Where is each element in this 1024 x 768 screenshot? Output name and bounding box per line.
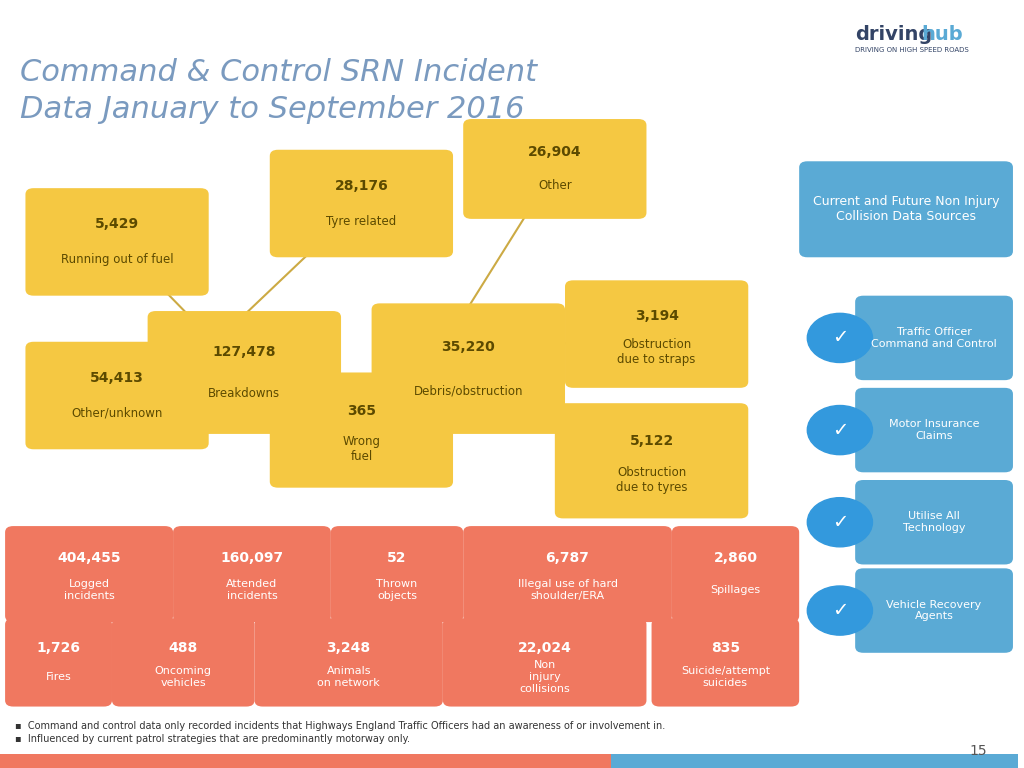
- FancyBboxPatch shape: [147, 311, 341, 434]
- Text: Thrown
objects: Thrown objects: [377, 579, 418, 601]
- Text: Obstruction
due to straps: Obstruction due to straps: [617, 338, 696, 366]
- Text: 5,122: 5,122: [630, 435, 674, 449]
- FancyBboxPatch shape: [408, 754, 611, 768]
- FancyBboxPatch shape: [799, 161, 1013, 257]
- Text: 35,220: 35,220: [441, 339, 496, 353]
- FancyBboxPatch shape: [855, 480, 1013, 564]
- Text: Animals
on network: Animals on network: [317, 666, 380, 687]
- Text: 26,904: 26,904: [528, 145, 582, 160]
- Text: Vehicle Recovery
Agents: Vehicle Recovery Agents: [887, 600, 982, 621]
- FancyBboxPatch shape: [463, 119, 646, 219]
- FancyBboxPatch shape: [204, 754, 408, 768]
- Text: Fires: Fires: [46, 672, 72, 682]
- Text: 28,176: 28,176: [335, 178, 388, 193]
- FancyBboxPatch shape: [255, 618, 442, 707]
- FancyBboxPatch shape: [565, 280, 749, 388]
- Text: driving: driving: [855, 25, 933, 44]
- Text: Current and Future Non Injury
Collision Data Sources: Current and Future Non Injury Collision …: [813, 195, 999, 223]
- Text: ▪  Influenced by current patrol strategies that are predominantly motorway only.: ▪ Influenced by current patrol strategie…: [15, 733, 411, 744]
- Text: Suicide/attempt
suicides: Suicide/attempt suicides: [681, 666, 770, 687]
- Text: 127,478: 127,478: [213, 345, 276, 359]
- FancyBboxPatch shape: [331, 526, 463, 622]
- FancyBboxPatch shape: [269, 150, 453, 257]
- Text: Obstruction
due to tyres: Obstruction due to tyres: [615, 466, 687, 494]
- Text: Motor Insurance
Claims: Motor Insurance Claims: [889, 419, 979, 441]
- FancyBboxPatch shape: [672, 526, 799, 622]
- Text: 54,413: 54,413: [90, 370, 144, 385]
- Text: 3,194: 3,194: [635, 309, 679, 323]
- Text: Oncoming
vehicles: Oncoming vehicles: [155, 666, 212, 687]
- Text: 3,248: 3,248: [327, 641, 371, 655]
- Text: Attended
incidents: Attended incidents: [226, 579, 278, 601]
- Text: Other/unknown: Other/unknown: [72, 407, 163, 420]
- Circle shape: [807, 586, 872, 635]
- Text: Logged
incidents: Logged incidents: [63, 579, 115, 601]
- FancyBboxPatch shape: [5, 618, 112, 707]
- Text: Other: Other: [538, 179, 571, 192]
- Text: ✓: ✓: [831, 329, 848, 347]
- FancyBboxPatch shape: [372, 303, 565, 434]
- FancyBboxPatch shape: [463, 526, 672, 622]
- Text: 1,726: 1,726: [37, 641, 81, 655]
- FancyBboxPatch shape: [855, 296, 1013, 380]
- FancyBboxPatch shape: [555, 403, 749, 518]
- Text: DRIVING ON HIGH SPEED ROADS: DRIVING ON HIGH SPEED ROADS: [855, 47, 969, 53]
- FancyBboxPatch shape: [651, 618, 799, 707]
- FancyBboxPatch shape: [611, 754, 814, 768]
- Text: Tyre related: Tyre related: [327, 215, 396, 228]
- FancyBboxPatch shape: [173, 526, 331, 622]
- FancyBboxPatch shape: [269, 372, 453, 488]
- Text: Spillages: Spillages: [711, 585, 761, 595]
- Text: 2,860: 2,860: [714, 551, 758, 565]
- Circle shape: [807, 406, 872, 455]
- Text: 404,455: 404,455: [57, 551, 121, 565]
- FancyBboxPatch shape: [26, 342, 209, 449]
- Text: 488: 488: [169, 641, 198, 655]
- Text: Breakdowns: Breakdowns: [208, 387, 281, 399]
- Text: hub: hub: [922, 25, 963, 44]
- Text: ▪  Command and control data only recorded incidents that Highways England Traffi: ▪ Command and control data only recorded…: [15, 720, 666, 731]
- Text: 160,097: 160,097: [220, 551, 284, 565]
- FancyBboxPatch shape: [814, 754, 1018, 768]
- Text: Non
injury
collisions: Non injury collisions: [519, 660, 570, 694]
- FancyBboxPatch shape: [0, 754, 204, 768]
- Text: 5,429: 5,429: [95, 217, 139, 231]
- Text: 15: 15: [970, 744, 987, 758]
- Text: Wrong
fuel: Wrong fuel: [342, 435, 380, 463]
- Text: 22,024: 22,024: [518, 641, 571, 655]
- FancyBboxPatch shape: [855, 388, 1013, 472]
- FancyBboxPatch shape: [112, 618, 255, 707]
- Text: 365: 365: [347, 404, 376, 418]
- Text: Utilise All
Technology: Utilise All Technology: [903, 511, 966, 533]
- FancyBboxPatch shape: [855, 568, 1013, 653]
- Text: Command & Control SRN Incident: Command & Control SRN Incident: [20, 58, 538, 88]
- Text: Running out of fuel: Running out of fuel: [60, 253, 173, 266]
- FancyBboxPatch shape: [442, 618, 646, 707]
- Text: 52: 52: [387, 551, 407, 565]
- Text: Illegal use of hard
shoulder/ERA: Illegal use of hard shoulder/ERA: [517, 579, 617, 601]
- Text: ✓: ✓: [831, 601, 848, 620]
- Text: 835: 835: [711, 641, 740, 655]
- Text: ✓: ✓: [831, 421, 848, 439]
- FancyBboxPatch shape: [5, 526, 173, 622]
- FancyBboxPatch shape: [26, 188, 209, 296]
- Circle shape: [807, 498, 872, 547]
- Text: Traffic Officer
Command and Control: Traffic Officer Command and Control: [871, 327, 997, 349]
- Circle shape: [807, 313, 872, 362]
- Text: ✓: ✓: [831, 513, 848, 531]
- Text: 6,787: 6,787: [546, 551, 590, 565]
- Text: Debris/obstruction: Debris/obstruction: [414, 384, 523, 397]
- Text: Data January to September 2016: Data January to September 2016: [20, 94, 525, 124]
